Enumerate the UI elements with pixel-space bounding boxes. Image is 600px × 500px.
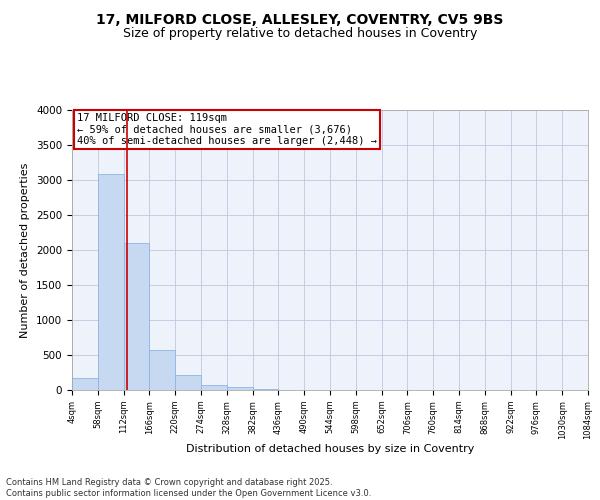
Bar [72,378,98,390]
Text: Contains HM Land Registry data © Crown copyright and database right 2025.
Contai: Contains HM Land Registry data © Crown c… [6,478,371,498]
Y-axis label: Number of detached properties: Number of detached properties [20,162,31,338]
X-axis label: Distribution of detached houses by size in Coventry: Distribution of detached houses by size … [186,444,474,454]
Bar [124,243,149,390]
Text: Size of property relative to detached houses in Coventry: Size of property relative to detached ho… [123,28,477,40]
Bar [98,174,124,390]
Bar [149,350,175,390]
Bar [201,385,227,390]
Text: 17, MILFORD CLOSE, ALLESLEY, COVENTRY, CV5 9BS: 17, MILFORD CLOSE, ALLESLEY, COVENTRY, C… [97,12,503,26]
Text: 17 MILFORD CLOSE: 119sqm
← 59% of detached houses are smaller (3,676)
40% of sem: 17 MILFORD CLOSE: 119sqm ← 59% of detach… [77,113,377,146]
Bar [253,388,278,390]
Bar [175,376,201,390]
Bar [227,387,253,390]
